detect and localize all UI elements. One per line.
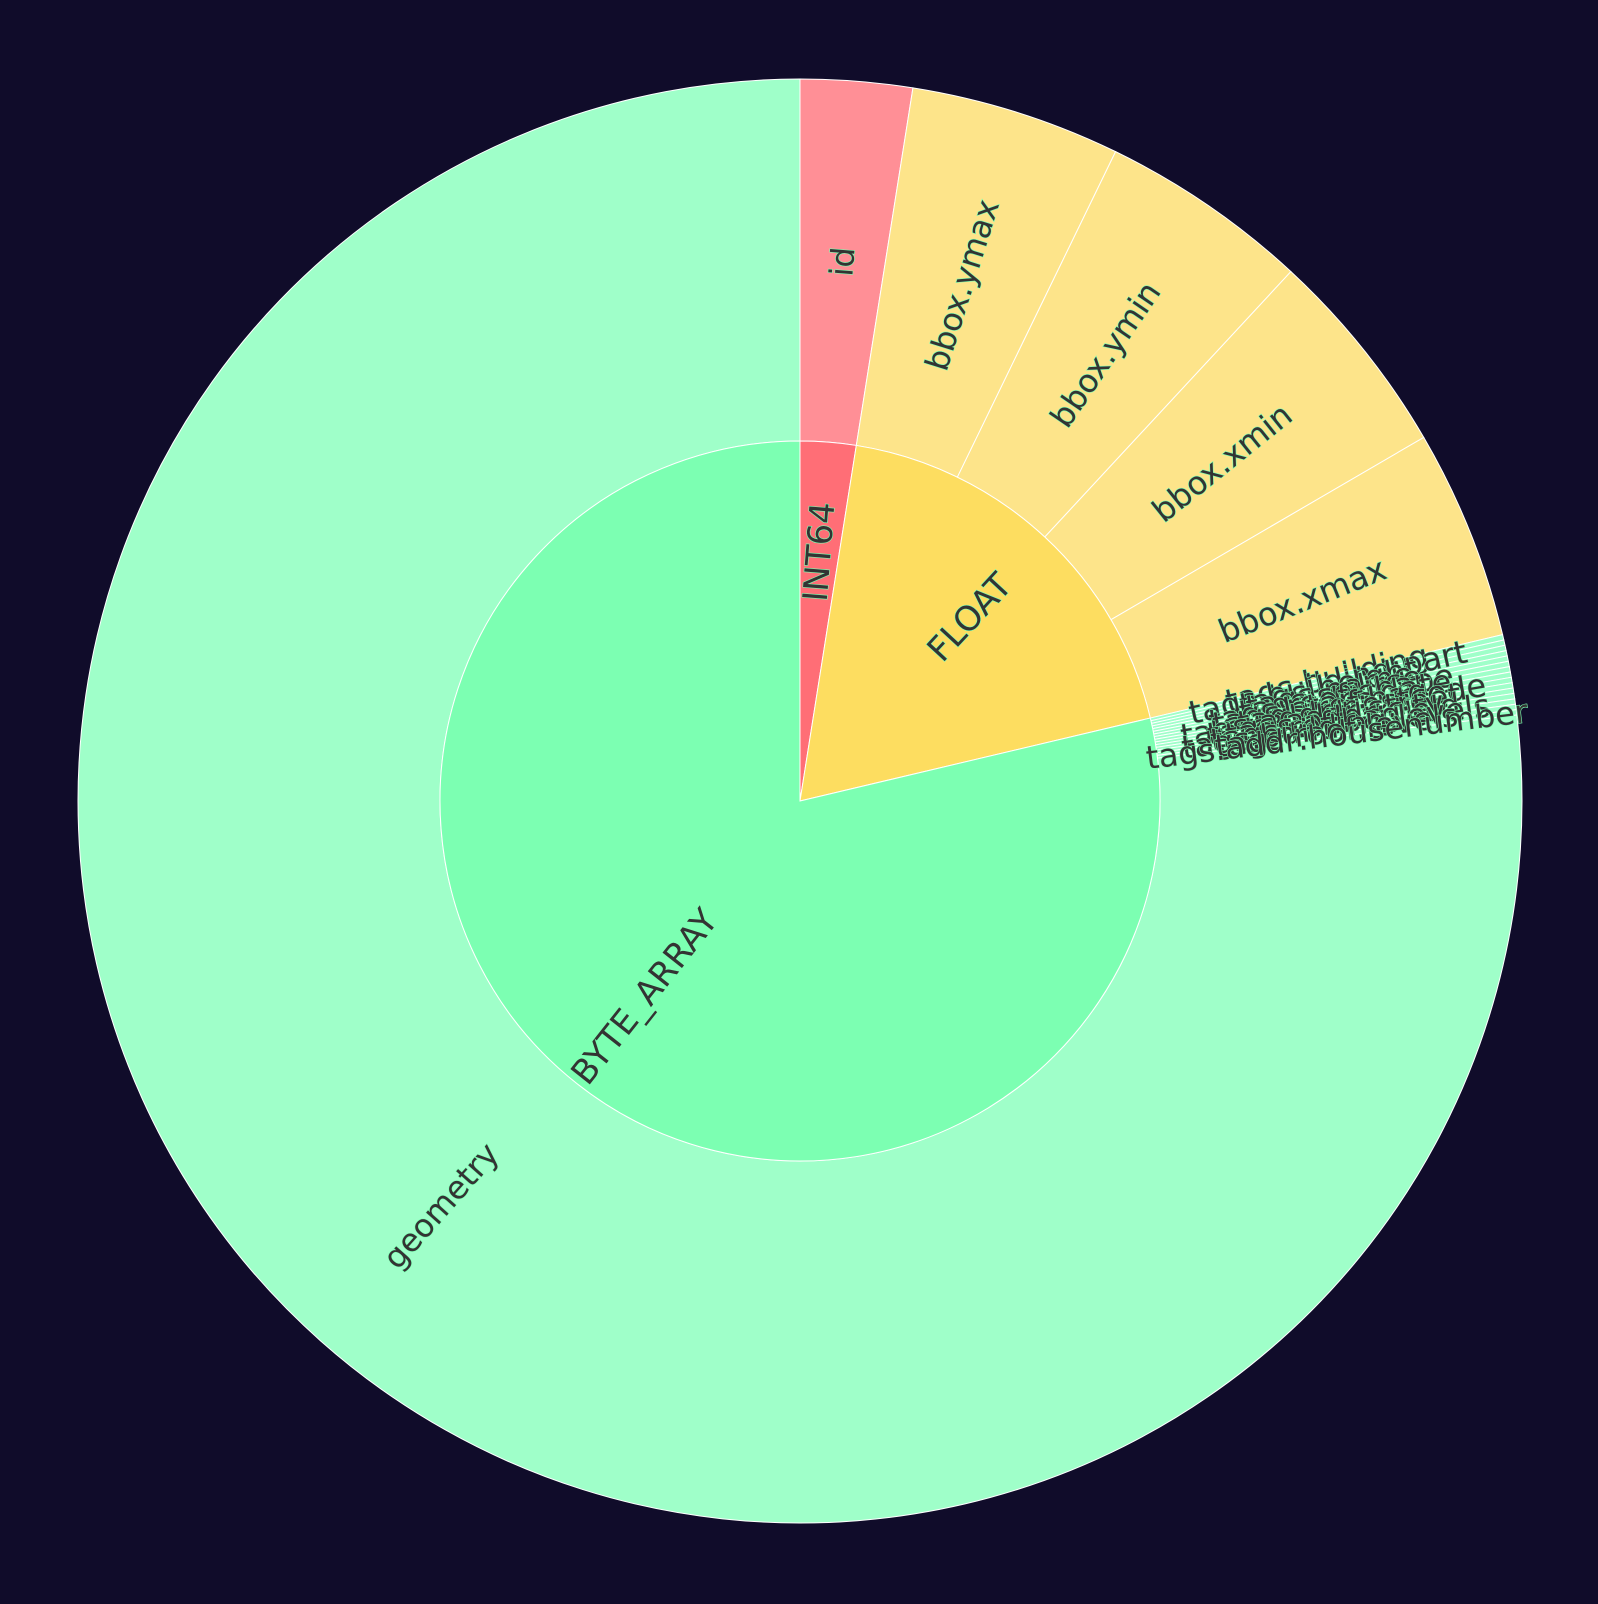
outer-ring-segments (77, 78, 1523, 1524)
inner-segment-byte-array[interactable] (439, 440, 1161, 1162)
inner-ring-segments (439, 440, 1161, 1162)
inner-segment-float[interactable] (799, 444, 1151, 802)
inner-label-int64: INT64 (796, 501, 844, 603)
outer-label-id: id (822, 246, 862, 278)
